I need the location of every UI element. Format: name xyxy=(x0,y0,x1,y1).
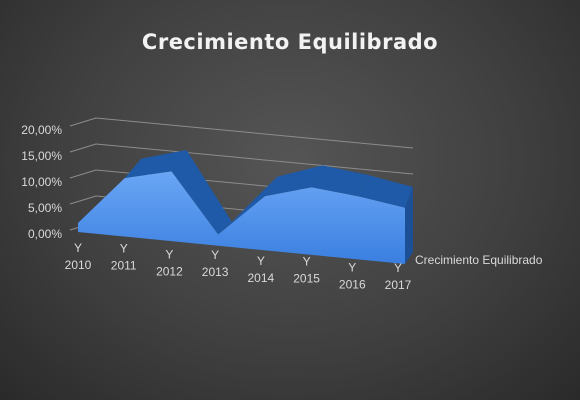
y-tick-label: 0,00% xyxy=(28,227,62,241)
svg-text:2016: 2016 xyxy=(339,278,366,292)
svg-text:2014: 2014 xyxy=(248,271,275,285)
svg-text:2013: 2013 xyxy=(202,265,229,279)
grid-line xyxy=(95,143,414,175)
y-tick-label: 10,00% xyxy=(21,175,62,189)
svg-text:2015: 2015 xyxy=(293,271,320,285)
svg-text:Y: Y xyxy=(348,261,356,275)
area-top-surface xyxy=(124,149,187,179)
svg-text:2012: 2012 xyxy=(156,265,183,279)
svg-text:Y: Y xyxy=(74,241,82,255)
svg-text:Y: Y xyxy=(394,261,402,275)
y-tick-label: 15,00% xyxy=(21,149,62,163)
area-top-surface xyxy=(358,174,413,208)
area-side-face xyxy=(405,187,413,264)
legend-series-label: Crecimiento Equilibrado xyxy=(415,253,543,267)
y-tick-label: 20,00% xyxy=(21,123,62,137)
svg-text:Y: Y xyxy=(165,248,173,262)
x-tick-label: Y 2011 xyxy=(111,241,137,272)
svg-text:2017: 2017 xyxy=(385,278,412,292)
svg-text:Y: Y xyxy=(120,241,128,255)
x-tick-label: Y 2010 xyxy=(65,241,92,272)
area-top-surface xyxy=(264,165,323,197)
svg-text:Y: Y xyxy=(211,248,219,262)
x-tick-label: Y 2016 xyxy=(339,261,366,292)
x-tick-label: Y 2014 xyxy=(248,254,275,285)
y-axis-ticks: 0,00% 5,00% 10,00% 15,00% 20,00% xyxy=(21,123,62,241)
area-front-face xyxy=(78,171,405,264)
x-tick-label: Y 2013 xyxy=(202,248,229,279)
grid-wall-line xyxy=(69,169,97,179)
svg-text:2011: 2011 xyxy=(111,258,137,272)
y-tick-label: 5,00% xyxy=(28,201,62,215)
x-tick-label: Y 2015 xyxy=(293,254,320,285)
series-area xyxy=(78,149,413,264)
grid-wall-line xyxy=(69,195,97,205)
grid-line xyxy=(95,117,414,149)
x-tick-label: Y 2017 xyxy=(385,261,412,292)
svg-text:2010: 2010 xyxy=(65,258,92,272)
svg-text:Y: Y xyxy=(257,254,265,268)
x-axis-ticks: Y 2010 Y 2011 Y 2012 Y 2013 Y 2014 Y 2015 Y 2016 Y 2017 xyxy=(65,241,412,292)
area-top-surface xyxy=(171,149,232,235)
grid-wall-line xyxy=(69,117,97,127)
chart-title: Crecimiento Equilibrado xyxy=(141,30,439,54)
x-tick-label: Y 2012 xyxy=(156,248,183,279)
legend: Crecimiento Equilibrado xyxy=(415,253,543,267)
grid-wall-line xyxy=(69,143,97,153)
svg-text:Y: Y xyxy=(303,254,311,268)
area-top-surface xyxy=(311,165,368,197)
